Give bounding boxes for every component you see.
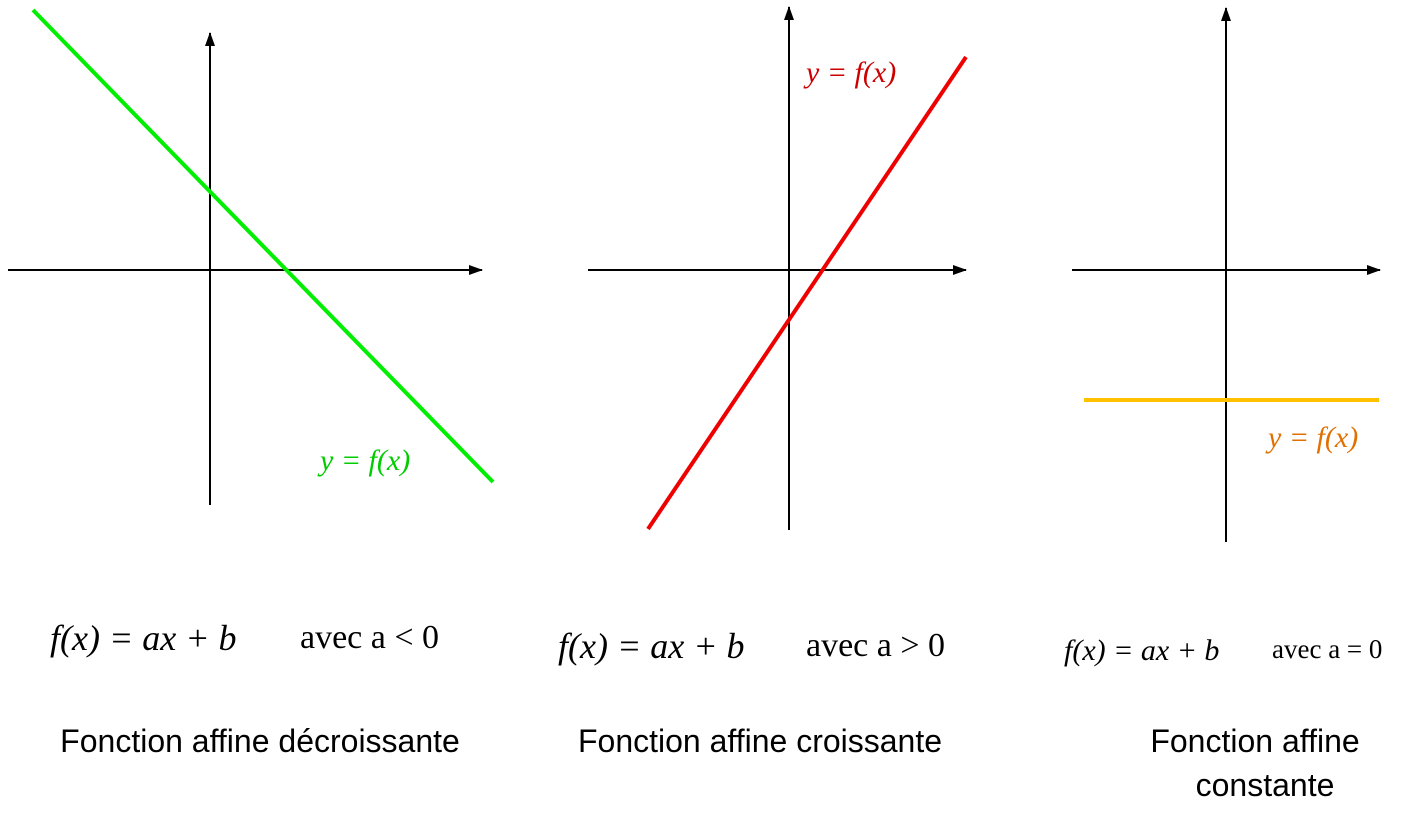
caption: Fonction affine décroissante: [60, 723, 460, 759]
formula: f(x) = ax + b: [1064, 634, 1219, 667]
condition: avec a > 0: [806, 627, 945, 664]
panel-decreasing: y = f(x) f(x) = ax + b avec a < 0 Foncti…: [8, 8, 495, 759]
condition: avec a < 0: [300, 619, 439, 656]
line-label: y = f(x): [1265, 421, 1358, 454]
panel-constant: y = f(x) f(x) = ax + b avec a = 0 Foncti…: [1064, 7, 1382, 803]
caption: Fonction affine: [1150, 723, 1359, 759]
line-label: y = f(x): [803, 56, 896, 89]
caption: Fonction affine croissante: [578, 723, 942, 759]
function-line: [31, 8, 495, 484]
caption: constante: [1196, 767, 1335, 803]
line-label: y = f(x): [317, 444, 410, 477]
function-line: [646, 55, 968, 531]
formula: f(x) = ax + b: [558, 626, 745, 666]
formula: f(x) = ax + b: [50, 618, 237, 658]
panel-increasing: y = f(x) f(x) = ax + b avec a > 0 Foncti…: [558, 6, 968, 759]
condition: avec a = 0: [1272, 634, 1382, 664]
